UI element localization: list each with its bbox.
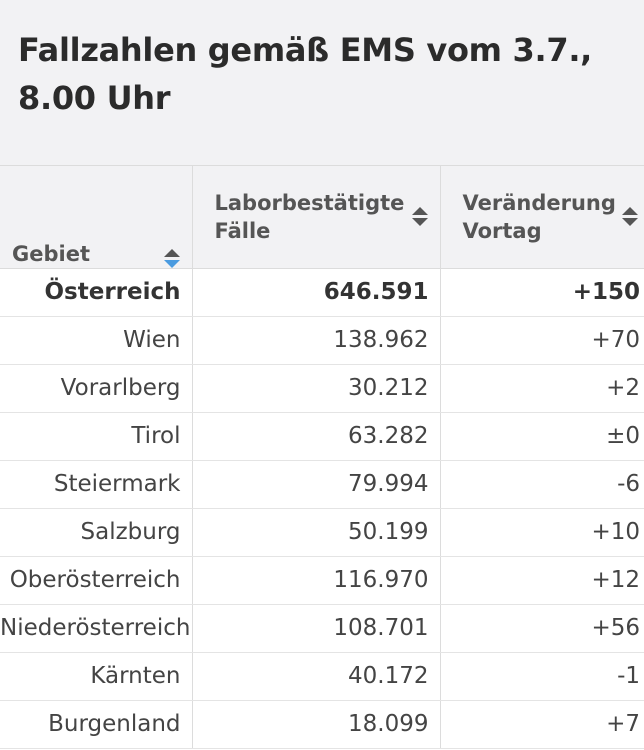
title-area: Fallzahlen gemäß EMS vom 3.7., 8.00 Uhr — [0, 0, 644, 166]
cell-veraenderung: +12 — [440, 556, 644, 605]
cell-faelle: 40.172 — [192, 652, 441, 701]
cell-gebiet: Oberösterreich — [0, 556, 193, 605]
column-header-faelle[interactable]: Laborbestätigte Fälle — [192, 166, 441, 269]
cell-veraenderung: +56 — [440, 604, 644, 653]
table-row: Vorarlberg 30.212 +2 — [0, 364, 644, 413]
table-body: Österreich 646.591 +150 Wien 138.962 +70… — [0, 268, 644, 749]
table-row: Wien 138.962 +70 — [0, 316, 644, 365]
cell-veraenderung: ±0 — [440, 412, 644, 461]
cell-faelle: 18.099 — [192, 700, 441, 749]
sort-icon[interactable] — [411, 207, 430, 227]
table-row: Steiermark 79.994 -6 — [0, 460, 644, 509]
cell-faelle: 108.701 — [192, 604, 441, 653]
cell-faelle: 30.212 — [192, 364, 441, 413]
cell-gebiet: Wien — [0, 316, 193, 365]
sort-icon[interactable] — [621, 207, 640, 227]
cell-faelle: 79.994 — [192, 460, 441, 509]
column-header-label: Veränderung Vortag — [462, 190, 616, 243]
cell-faelle: 50.199 — [192, 508, 441, 557]
cell-veraenderung: +70 — [440, 316, 644, 365]
cell-gebiet: Burgenland — [0, 700, 193, 749]
column-header-label: Laborbestätigte Fälle — [214, 190, 405, 243]
column-header-veraenderung[interactable]: Veränderung Vortag — [440, 166, 644, 269]
cell-veraenderung: +150 — [440, 268, 644, 317]
column-header-label: Gebiet — [12, 241, 90, 266]
table-row-total: Österreich 646.591 +150 — [0, 268, 644, 317]
sort-icon[interactable] — [163, 248, 182, 268]
table-row: Burgenland 18.099 +7 — [0, 700, 644, 749]
table-header: Gebiet Laborbestätigte Fälle Veränderung… — [0, 166, 644, 269]
cell-veraenderung: +7 — [440, 700, 644, 749]
table-row: Oberösterreich 116.970 +12 — [0, 556, 644, 605]
cell-faelle: 646.591 — [192, 268, 441, 317]
cell-gebiet: Vorarlberg — [0, 364, 193, 413]
cell-faelle: 138.962 — [192, 316, 441, 365]
table-row: Kärnten 40.172 -1 — [0, 652, 644, 701]
cell-gebiet: Niederösterreich — [0, 604, 193, 653]
table-row: Niederösterreich 108.701 +56 — [0, 604, 644, 653]
cell-gebiet: Tirol — [0, 412, 193, 461]
table-row: Salzburg 50.199 +10 — [0, 508, 644, 557]
page-title: Fallzahlen gemäß EMS vom 3.7., 8.00 Uhr — [18, 31, 593, 117]
cases-table: Gebiet Laborbestätigte Fälle Veränderung… — [0, 166, 644, 749]
cell-gebiet: Österreich — [0, 268, 193, 317]
cell-veraenderung: -1 — [440, 652, 644, 701]
table-row: Tirol 63.282 ±0 — [0, 412, 644, 461]
cell-veraenderung: -6 — [440, 460, 644, 509]
cell-gebiet: Salzburg — [0, 508, 193, 557]
cell-gebiet: Steiermark — [0, 460, 193, 509]
cell-faelle: 116.970 — [192, 556, 441, 605]
column-header-gebiet[interactable]: Gebiet — [0, 166, 193, 269]
cell-veraenderung: +10 — [440, 508, 644, 557]
cell-faelle: 63.282 — [192, 412, 441, 461]
cell-gebiet: Kärnten — [0, 652, 193, 701]
cell-veraenderung: +2 — [440, 364, 644, 413]
